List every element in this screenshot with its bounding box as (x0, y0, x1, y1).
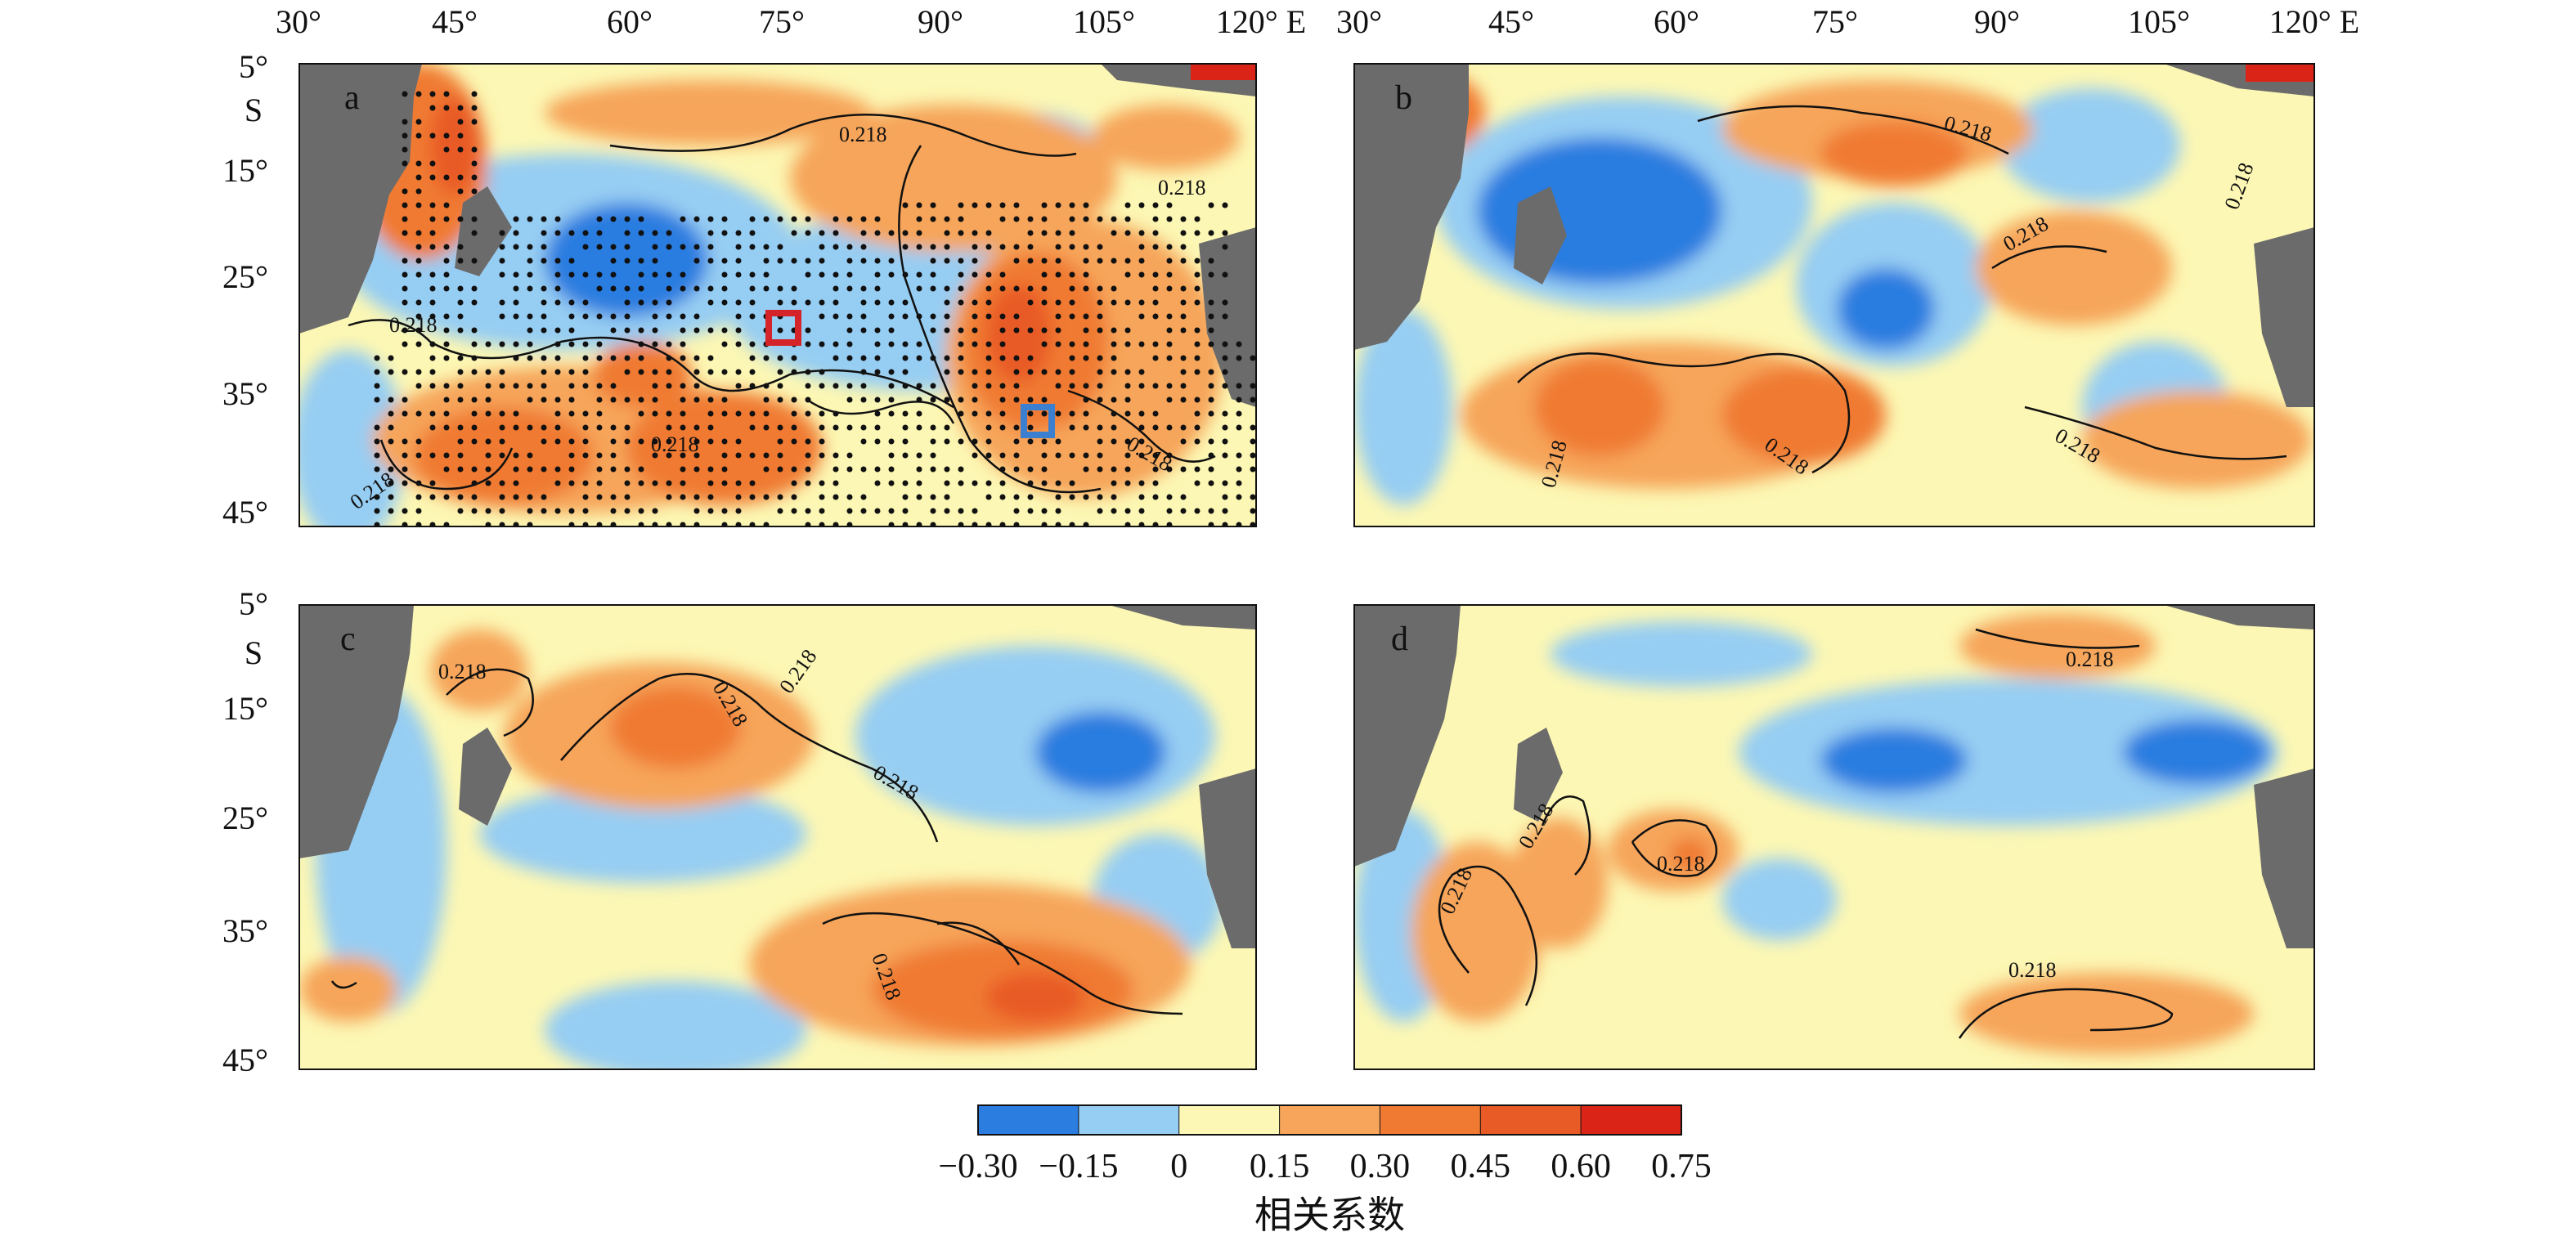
contour-label: 0.218 (1657, 852, 1705, 876)
colorbar-swatch (977, 1104, 1079, 1136)
lat-hemisphere-label: S (245, 634, 263, 671)
panel-label: b (1395, 79, 1412, 117)
map-panel-c: 0.218 0.218 0.218 0.218 0.218 c (298, 604, 1257, 1070)
lon-label: 120° E (1216, 3, 1306, 40)
colorbar-swatch (1078, 1104, 1180, 1136)
lat-label: 25° (222, 258, 268, 295)
lon-label: 90° (1974, 3, 2020, 40)
colorbar-tick-label: −0.15 (1039, 1148, 1118, 1185)
lon-label: 45° (1488, 3, 1534, 40)
colorbar-tick-label: 0 (1170, 1148, 1187, 1185)
lon-label: 60° (1654, 3, 1699, 40)
colorbar-tick-label: −0.30 (938, 1148, 1017, 1185)
colorbar-tick-label: 0.45 (1451, 1148, 1511, 1185)
region-box-red (765, 310, 801, 346)
colorbar-swatch (1279, 1104, 1381, 1136)
lon-label: 105° (2128, 3, 2190, 40)
significance-stippling (374, 91, 1256, 526)
lon-label: 120° E (2269, 3, 2359, 40)
lon-label: 75° (759, 3, 805, 40)
colorbar-swatch (1580, 1104, 1682, 1136)
lon-label: 45° (432, 3, 478, 40)
top-longitude-axis-right: 30° 45° 60° 75° 90° 105° 120° E (1336, 3, 2359, 40)
colorbar-swatch (1178, 1104, 1281, 1136)
lat-label: 35° (222, 912, 268, 949)
region-box-blue (1021, 404, 1055, 438)
colorbar: −0.30 −0.15 0 0.15 0.30 0.45 0.60 0.75 相关系数 (938, 1104, 1712, 1237)
lat-label: 5° (239, 585, 268, 622)
latitude-axis-bottom: 5° S 15° 25° 35° 45° (222, 585, 268, 1078)
contour-label: 0.218 (2008, 958, 2057, 982)
colorbar-swatch (1479, 1104, 1582, 1136)
lon-label: 105° (1073, 3, 1135, 40)
contour-label: 0.218 (438, 660, 487, 683)
contour-label: 0.218 (651, 432, 699, 456)
lon-label: 30° (276, 3, 321, 40)
colorbar-title: 相关系数 (1254, 1193, 1405, 1237)
panel-label: a (344, 79, 360, 117)
latitude-axis-top: 5° S 15° 25° 35° 45° (222, 48, 268, 531)
lat-label: 45° (222, 1042, 268, 1078)
lat-label: 45° (222, 494, 268, 531)
contour-label: 0.218 (389, 313, 438, 337)
lat-label: 15° (222, 690, 268, 727)
lon-label: 90° (918, 3, 963, 40)
colorbar-tick-label: 0.75 (1651, 1148, 1712, 1185)
map-panel-d: 0.218 0.218 0.218 0.218 0.218 d (1353, 604, 2315, 1070)
lat-label: 25° (222, 800, 268, 836)
map-panel-a: 0.218 0.218 0.218 0.218 0.218 0.218 a (298, 63, 1257, 527)
panel-label: c (340, 620, 356, 658)
lon-label: 60° (607, 3, 653, 40)
colorbar-tick-label: 0.15 (1250, 1148, 1310, 1185)
lat-label: 15° (222, 152, 268, 189)
lon-label: 75° (1812, 3, 1858, 40)
colorbar-tick-label: 0.60 (1551, 1148, 1611, 1185)
map-panel-b: 0.218 0.218 0.218 0.218 0.218 0.218 b (1353, 63, 2315, 527)
lat-label: 5° (239, 48, 268, 85)
contour-label: 0.218 (2066, 647, 2114, 671)
lat-label: 35° (222, 375, 268, 412)
contour-label: 0.218 (1158, 176, 1206, 199)
top-longitude-axis-left: 30° 45° 60° 75° 90° 105° 120° E (276, 3, 1306, 40)
lon-label: 30° (1336, 3, 1382, 40)
panel-label: d (1391, 620, 1408, 658)
colorbar-tick-label: 0.30 (1350, 1148, 1411, 1185)
contour-label: 0.218 (839, 123, 887, 146)
colorbar-swatch (1379, 1104, 1482, 1136)
lat-hemisphere-label: S (245, 92, 263, 128)
